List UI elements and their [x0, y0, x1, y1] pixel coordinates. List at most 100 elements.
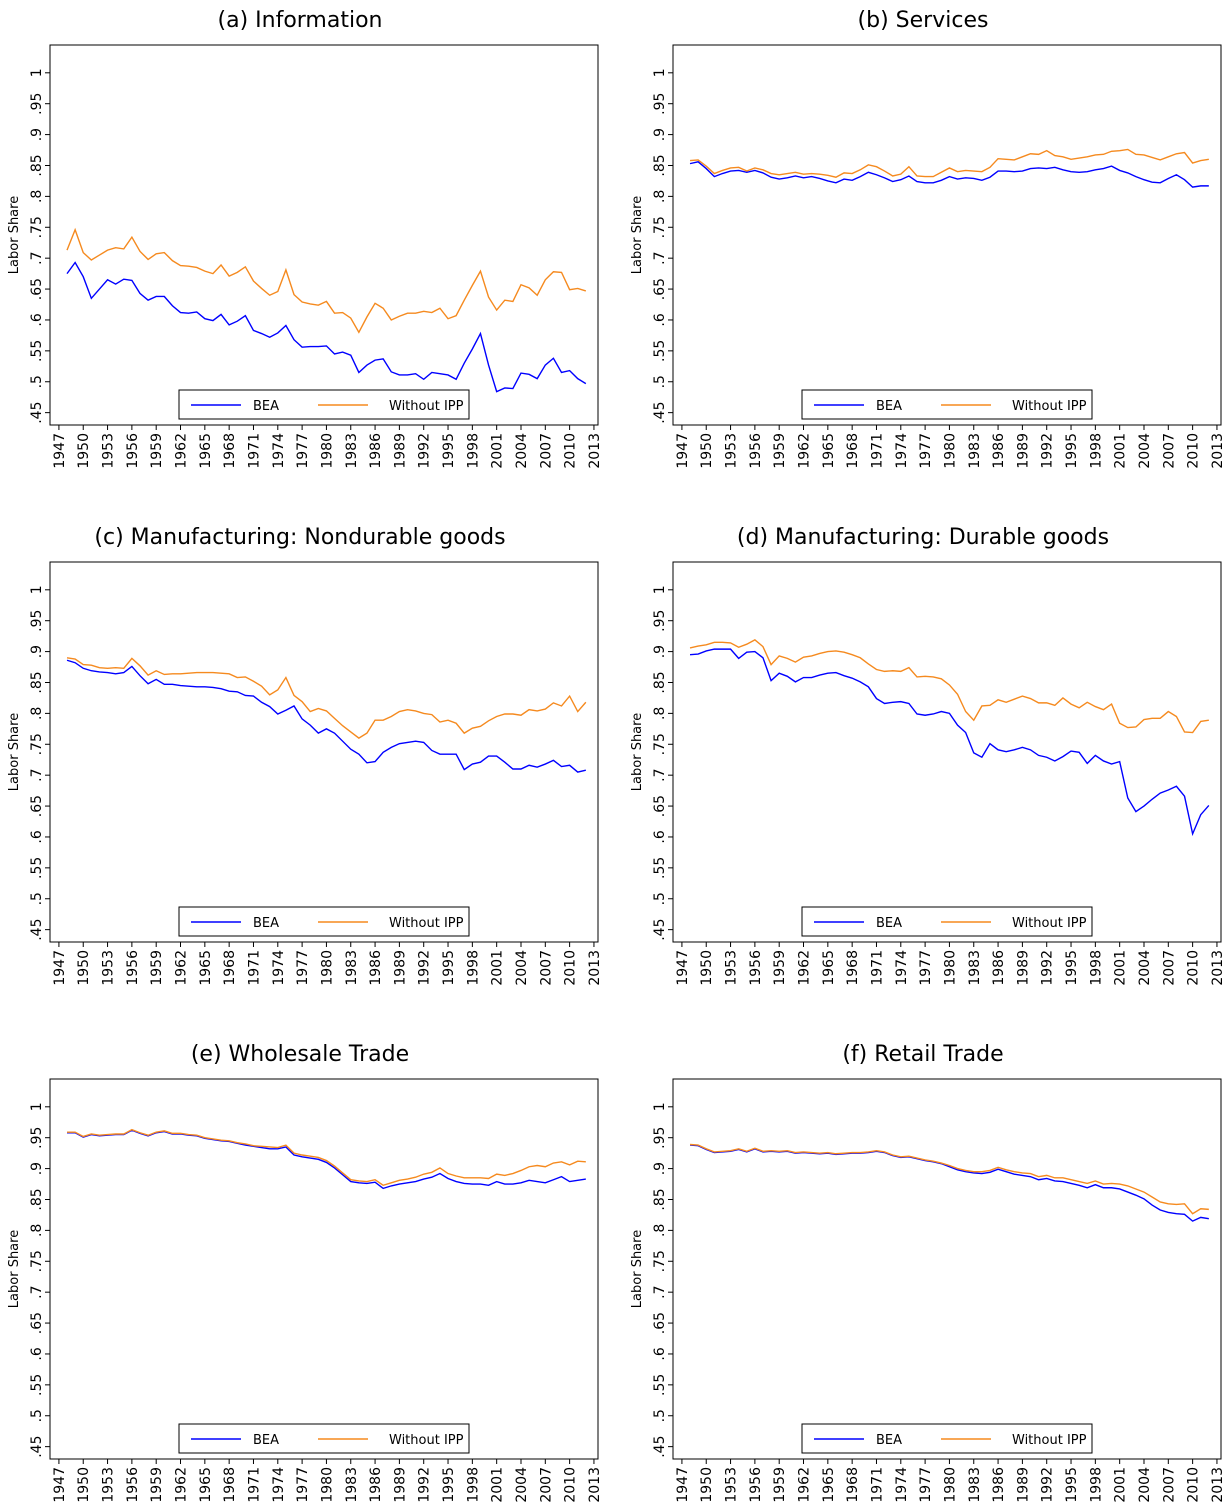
x-tick-label: 1959 [149, 1467, 165, 1503]
x-tick-label: 2001 [1113, 1467, 1129, 1503]
y-tick-label: .8 [29, 190, 45, 203]
x-tick-label: 1989 [392, 433, 408, 469]
x-tick-label: 1971 [869, 1467, 885, 1503]
y-tick-label: .85 [29, 154, 45, 176]
panel: (e) Wholesale Trade Labor Share .45 .5 .55 .6… [7, 1042, 603, 1503]
x-tick-label: 1980 [319, 1467, 335, 1503]
y-tick-label: .6 [29, 1347, 45, 1360]
x-tick-label: 1965 [198, 950, 214, 986]
x-tick-label: 1989 [1015, 433, 1031, 469]
x-tick-label: 1950 [699, 950, 715, 986]
x-tick-label: 1992 [1040, 1467, 1056, 1503]
x-tick-label: 2010 [563, 433, 579, 469]
y-tick-label: .95 [29, 610, 45, 632]
y-tick-label: .55 [652, 1374, 668, 1396]
x-tick-label: 1962 [174, 950, 190, 986]
y-tick-label: .65 [29, 795, 45, 817]
y-tick-label: 1 [29, 585, 45, 594]
x-tick-label: 1986 [368, 950, 384, 986]
x-tick-label: 1995 [441, 433, 457, 469]
y-tick-label: .7 [29, 1285, 45, 1298]
y-tick-label: .6 [652, 830, 668, 843]
x-tick-label: 2007 [538, 950, 554, 986]
x-tick-label: 1989 [1015, 1467, 1031, 1503]
x-tick-label: 1998 [465, 950, 481, 986]
series-line [689, 1143, 1209, 1215]
x-tick-label: 1953 [101, 433, 117, 469]
x-tick-label: 1992 [417, 950, 433, 986]
x-tick-label: 2013 [1210, 433, 1226, 469]
series-line [689, 148, 1209, 178]
x-tick-label: 1959 [772, 950, 788, 986]
x-tick-label: 1965 [821, 950, 837, 986]
y-tick-label: .45 [29, 402, 45, 424]
series-line [689, 161, 1209, 188]
x-tick-label: 1968 [845, 433, 861, 469]
x-tick-label: 1986 [991, 950, 1007, 986]
x-tick-label: 1956 [748, 433, 764, 469]
y-tick-label: .5 [652, 1409, 668, 1422]
y-tick-label: .9 [652, 1162, 668, 1175]
x-tick-label: 1968 [222, 1467, 238, 1503]
x-tick-label: 1959 [149, 433, 165, 469]
y-tick-label: .75 [652, 216, 668, 238]
x-tick-label: 1980 [942, 1467, 958, 1503]
x-tick-label: 1995 [1064, 950, 1080, 986]
x-tick-label: 1989 [392, 950, 408, 986]
panel: (b) Services Labor Share .45 .5 .55 .6 .65 .7 .7… [630, 8, 1226, 469]
x-tick-label: 2013 [587, 950, 603, 986]
x-tick-label: 1959 [772, 433, 788, 469]
y-tick-label: .6 [29, 313, 45, 326]
x-tick-label: 1998 [1088, 433, 1104, 469]
x-tick-label: 2013 [587, 433, 603, 469]
plot-frame [49, 561, 599, 943]
y-tick-label: .65 [652, 278, 668, 300]
panel-title: (a) Information [218, 8, 383, 33]
y-tick-label: .8 [652, 190, 668, 203]
x-tick-label: 2004 [514, 433, 530, 469]
x-tick-label: 1980 [942, 433, 958, 469]
x-tick-label: 1965 [821, 1467, 837, 1503]
y-tick-label: .45 [29, 1436, 45, 1458]
x-tick-label: 1983 [344, 433, 360, 469]
y-tick-label: .65 [29, 278, 45, 300]
y-tick-label: .5 [29, 892, 45, 905]
y-tick-label: .9 [29, 1162, 45, 1175]
x-tick-label: 1950 [76, 950, 92, 986]
x-tick-label: 1977 [295, 433, 311, 469]
x-tick-label: 2010 [1186, 1467, 1202, 1503]
x-tick-label: 2004 [514, 950, 530, 986]
x-tick-label: 1983 [344, 950, 360, 986]
x-tick-label: 1962 [174, 433, 190, 469]
y-tick-label: .55 [29, 857, 45, 879]
x-tick-label: 1947 [675, 950, 691, 986]
x-tick-label: 2004 [1137, 433, 1153, 469]
series-line [689, 648, 1210, 837]
x-tick-label: 1995 [441, 1467, 457, 1503]
x-tick-label: 1977 [918, 1467, 934, 1503]
x-tick-label: 2007 [538, 1467, 554, 1503]
x-tick-label: 2004 [1137, 950, 1153, 986]
x-tick-label: 1968 [845, 950, 861, 986]
legend-label: Without IPP [389, 916, 464, 931]
plot-frame [49, 44, 599, 426]
x-tick-label: 1968 [222, 433, 238, 469]
x-tick-label: 1953 [724, 950, 740, 986]
legend-label: Without IPP [1012, 1433, 1087, 1448]
y-tick-label: .7 [652, 768, 668, 781]
x-tick-label: 1998 [1088, 950, 1104, 986]
x-tick-label: 1950 [76, 1467, 92, 1503]
y-tick-label: .5 [652, 892, 668, 905]
panel-title: (e) Wholesale Trade [191, 1042, 409, 1067]
x-tick-label: 1953 [724, 433, 740, 469]
plot-frame [672, 44, 1222, 426]
x-tick-label: 1950 [699, 433, 715, 469]
y-tick-label: .55 [29, 340, 45, 362]
x-tick-label: 1953 [101, 1467, 117, 1503]
x-tick-label: 2004 [514, 1467, 530, 1503]
y-tick-label: .85 [29, 671, 45, 693]
legend-label: Without IPP [389, 1433, 464, 1448]
x-tick-label: 1998 [465, 433, 481, 469]
y-tick-label: .45 [652, 1436, 668, 1458]
